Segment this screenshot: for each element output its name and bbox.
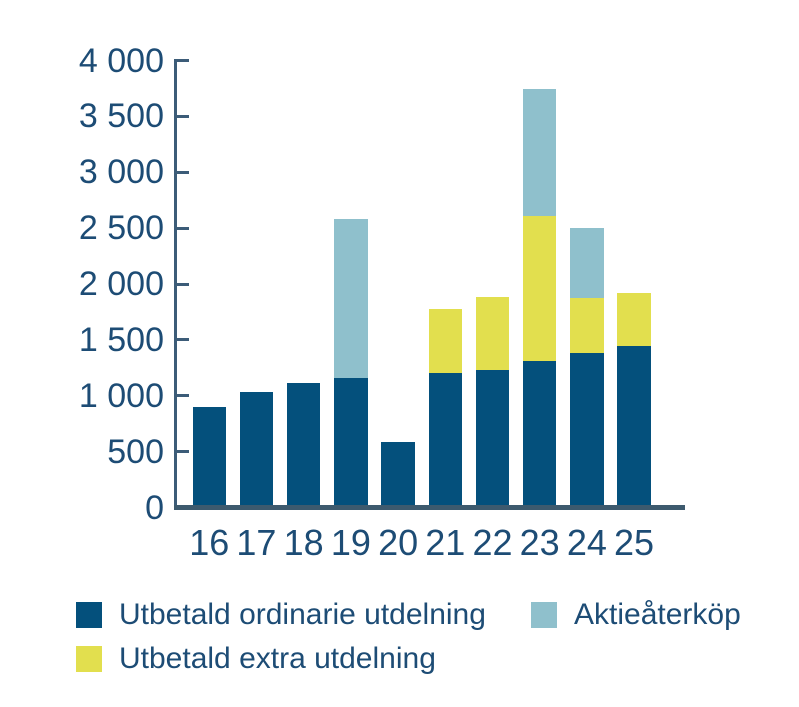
- y-tick-label: 3 000: [78, 153, 164, 191]
- y-tick: [174, 171, 189, 174]
- y-tick: [174, 227, 189, 230]
- x-axis-line: [174, 505, 685, 510]
- bar-segment: [192, 406, 226, 505]
- y-tick: [174, 338, 189, 341]
- bar-segment: [522, 215, 557, 361]
- y-tick: [174, 283, 189, 286]
- y-tick: [174, 450, 189, 453]
- bar-segment: [381, 442, 415, 505]
- x-tick-label: 25: [613, 522, 655, 563]
- x-tick-label: 20: [378, 522, 419, 563]
- legend-item-ordinary: Utbetald ordinarie utdelning: [76, 598, 486, 631]
- bar-segment: [475, 369, 510, 505]
- y-tick: [174, 59, 189, 62]
- y-tick-label: 0: [145, 489, 164, 527]
- y-tick-label: 3 500: [78, 97, 164, 135]
- bar-segment: [286, 383, 321, 505]
- y-tick-label: 2 500: [78, 209, 164, 247]
- legend-swatch-extra: [76, 646, 102, 672]
- y-tick-label: 1 000: [78, 377, 164, 415]
- y-tick-label: 500: [107, 433, 164, 471]
- bar-segment: [570, 227, 604, 299]
- x-tick-label: 19: [330, 522, 371, 563]
- legend-label-buyback: Aktieåterköp: [574, 598, 741, 631]
- bar-segment: [428, 309, 462, 374]
- x-tick-label: 23: [519, 522, 560, 563]
- y-tick-label: 2 000: [78, 265, 164, 303]
- bar-segment: [522, 89, 557, 216]
- bar-segment: [428, 373, 462, 505]
- bar-segment: [522, 360, 557, 505]
- bar-segment: [570, 353, 604, 505]
- x-tick-label: 18: [283, 522, 324, 563]
- bar-segment: [617, 292, 651, 347]
- y-tick: [174, 394, 189, 397]
- x-tick-label: 24: [566, 522, 607, 563]
- y-tick: [174, 115, 189, 118]
- bar-segment: [334, 377, 368, 505]
- y-tick-label: 1 500: [78, 321, 164, 359]
- legend-item-buyback: Aktieåterköp: [531, 598, 741, 631]
- legend-label-ordinary: Utbetald ordinarie utdelning: [119, 598, 486, 631]
- bar-segment: [617, 346, 651, 505]
- x-tick-label: 17: [236, 522, 277, 563]
- x-tick-label: 21: [425, 522, 466, 563]
- y-tick-label: 4 000: [78, 42, 164, 80]
- bar-segment: [239, 392, 274, 505]
- bar-segment: [570, 298, 604, 354]
- legend-swatch-buyback: [531, 602, 557, 628]
- legend-swatch-ordinary: [76, 602, 102, 628]
- bar-segment: [475, 297, 510, 370]
- x-tick-label: 22: [472, 522, 513, 563]
- legend-label-extra: Utbetald extra utdelning: [119, 642, 436, 675]
- bar-segment: [334, 218, 368, 378]
- legend-item-extra: Utbetald extra utdelning: [76, 642, 436, 675]
- x-tick-label: 16: [189, 522, 230, 563]
